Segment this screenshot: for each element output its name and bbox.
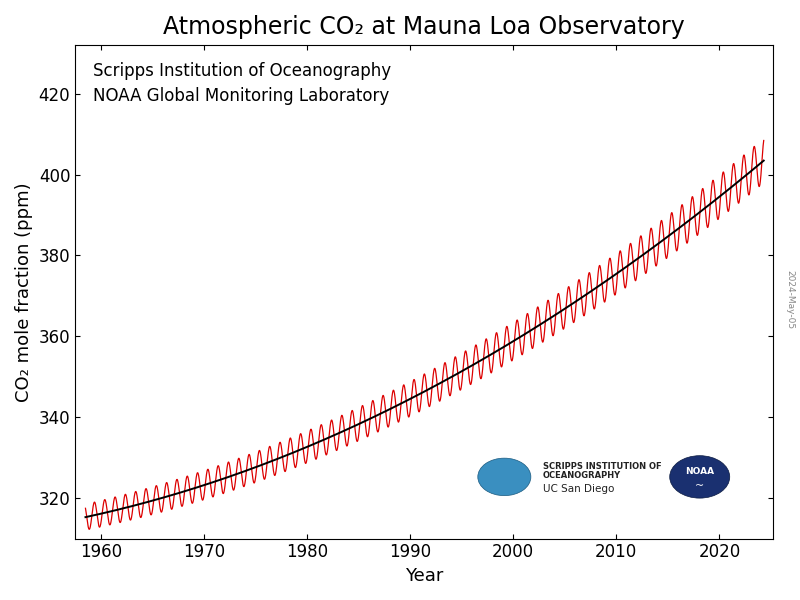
Text: SCRIPPS INSTITUTION OF: SCRIPPS INSTITUTION OF — [542, 461, 662, 470]
Text: ~: ~ — [695, 481, 704, 491]
Title: Atmospheric CO₂ at Mauna Loa Observatory: Atmospheric CO₂ at Mauna Loa Observatory — [163, 15, 685, 39]
Text: NOAA: NOAA — [685, 467, 714, 476]
Text: Scripps Institution of Oceanography
NOAA Global Monitoring Laboratory: Scripps Institution of Oceanography NOAA… — [93, 62, 390, 106]
Text: UC San Diego: UC San Diego — [542, 484, 614, 494]
Y-axis label: CO₂ mole fraction (ppm): CO₂ mole fraction (ppm) — [15, 182, 33, 401]
Text: 2024-May-05: 2024-May-05 — [786, 271, 794, 329]
Circle shape — [670, 455, 730, 498]
Circle shape — [478, 458, 531, 496]
X-axis label: Year: Year — [405, 567, 443, 585]
Text: OCEANOGRAPHY: OCEANOGRAPHY — [542, 472, 621, 481]
